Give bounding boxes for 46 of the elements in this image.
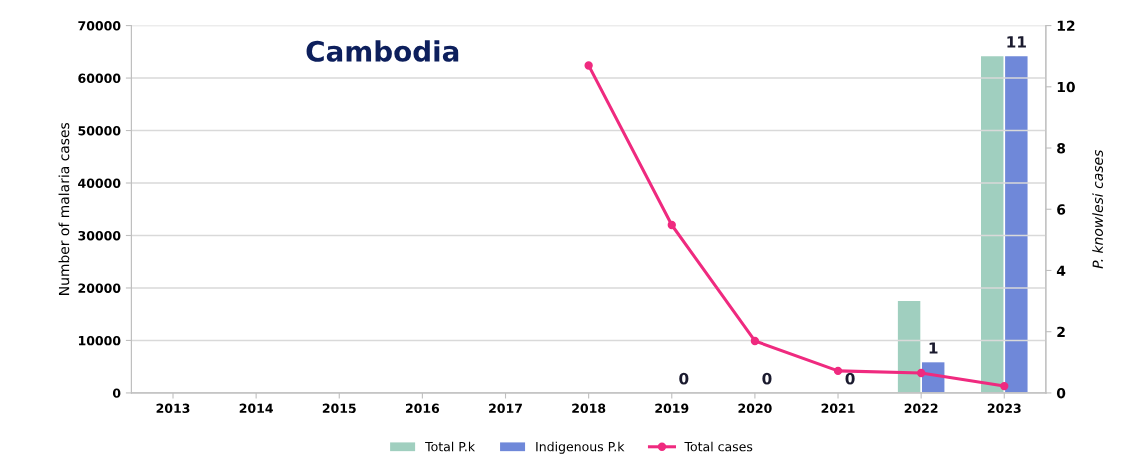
y-axis-title: Number of malaria cases [58, 122, 70, 295]
point [584, 61, 593, 70]
y-tick-label: 70000 [78, 21, 121, 31]
y2-tick-label: 8 [1057, 142, 1066, 154]
data-label: 11 [1007, 36, 1026, 48]
x-tick-label: 2019 [655, 403, 689, 414]
x-tick-label: 2022 [904, 403, 938, 414]
y-tick-label: 60000 [78, 73, 121, 83]
x-tick-label: 2021 [821, 403, 855, 414]
y2-axis-title: P. knowlesi cases [1092, 150, 1104, 269]
y2-tick-label: 0 [1056, 387, 1066, 399]
y2-tick-label: 10 [1057, 81, 1075, 93]
legend-label: Total cases [684, 441, 753, 452]
y-tick-label: 50000 [78, 126, 121, 136]
y-tick-label: 30000 [78, 230, 121, 241]
bar [1005, 56, 1028, 393]
bar [981, 56, 1004, 393]
x-tick-label: 2023 [987, 403, 1021, 414]
x-tick-label: 2017 [489, 403, 522, 414]
legend-label: Total P.k [425, 441, 476, 452]
data-label: 0 [762, 372, 772, 385]
point [1000, 381, 1009, 391]
data-label: 1 [929, 342, 938, 354]
point [667, 220, 676, 230]
y-tick-label: 0 [112, 388, 121, 398]
point [750, 336, 760, 346]
y2-tick-label: 4 [1056, 265, 1066, 276]
x-tick-label: 2014 [239, 403, 273, 414]
y2-tick-label: 12 [1057, 20, 1075, 31]
point [833, 366, 843, 376]
y-tick-label: 10000 [78, 335, 121, 346]
x-tick-label: 2018 [572, 403, 606, 414]
data-label: 0 [845, 372, 855, 385]
x-tick-label: 2015 [322, 403, 356, 414]
y2-tick-label: 2 [1057, 326, 1065, 337]
point [916, 368, 926, 378]
bar [897, 301, 921, 393]
x-tick-label: 2016 [405, 403, 440, 414]
legend-label: Indigenous P.k [536, 441, 625, 454]
chart-title: Cambodia [306, 40, 459, 62]
x-tick-label: 2020 [738, 403, 772, 414]
y-tick-label: 40000 [78, 178, 121, 188]
y2-tick-label: 6 [1057, 204, 1066, 215]
data-label: 0 [679, 372, 689, 385]
y-tick-label: 20000 [78, 283, 121, 293]
x-tick-label: 2013 [156, 403, 190, 414]
